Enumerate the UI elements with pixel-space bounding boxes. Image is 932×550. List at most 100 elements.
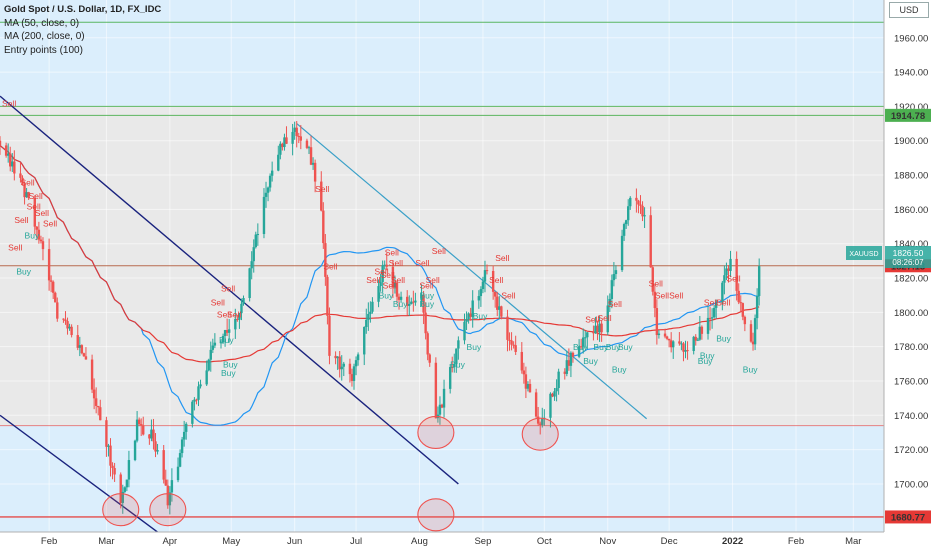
candle-body-178 (510, 340, 513, 345)
candle-body-32 (92, 389, 96, 399)
buy-signal-48: Buy (612, 364, 627, 374)
candle-body-237 (680, 343, 683, 345)
candle-body-5 (13, 161, 16, 174)
candle-body-100 (285, 137, 288, 144)
candle-body-179 (512, 344, 515, 346)
candle-body-4 (11, 161, 14, 167)
candle-body-33 (94, 398, 98, 406)
candle-body-98 (281, 143, 284, 148)
trendline-descending-trend (296, 123, 648, 420)
candle-body-25 (70, 326, 73, 336)
candle-body-241 (692, 336, 695, 352)
candle-body-158 (453, 364, 456, 368)
last-price-countdown: 08:26:07 (892, 258, 924, 267)
candle-body-168 (481, 281, 485, 290)
candle-body-50 (142, 425, 145, 435)
candle-body-21 (62, 318, 65, 320)
candle-body-144 (412, 301, 415, 303)
candle-body-257 (737, 290, 740, 303)
candle-body-229 (655, 308, 659, 336)
candle-body-263 (753, 318, 757, 345)
currency-badge[interactable]: USD (889, 2, 929, 18)
candle-body-195 (557, 371, 560, 389)
sell-signal-2: Sell (29, 191, 43, 201)
candle-body-0 (0, 140, 2, 146)
candle-body-150 (428, 354, 431, 363)
sell-signal-21: Sell (374, 267, 388, 277)
highlight-circle-3 (417, 498, 455, 532)
buy-signal-26: Buy (379, 291, 394, 301)
candle-body-72 (207, 359, 210, 371)
sell-signal-51: Sell (669, 291, 683, 301)
candle-body-212 (608, 298, 611, 306)
candle-body-262 (751, 341, 755, 345)
candle-body-216 (620, 235, 624, 271)
sell-signal-13: Sell (227, 309, 241, 319)
y-tick-1720: 1720.00 (894, 445, 928, 456)
sell-signal-25: Sell (383, 280, 397, 290)
candle-body-200 (571, 352, 575, 357)
buy-signal-9: Buy (16, 267, 31, 277)
buy-signal-15: Buy (223, 359, 238, 369)
sell-signal-49: Sell (649, 279, 663, 289)
candle-body-31 (90, 359, 94, 390)
buy-signal-27: Buy (393, 299, 408, 309)
x-tick-Oct: Oct (537, 536, 552, 547)
candle-body-247 (708, 317, 712, 319)
zone-0 (0, 0, 884, 107)
candle-body-95 (270, 170, 274, 176)
candle-body-16 (47, 249, 51, 281)
candle-body-254 (727, 268, 730, 271)
sell-signal-43: Sell (598, 313, 612, 323)
candle-body-129 (369, 311, 372, 315)
candle-body-110 (313, 162, 317, 182)
sell-signal-22: Sell (381, 270, 395, 280)
sell-signal-4: Sell (35, 208, 49, 218)
candles-layer (0, 121, 761, 515)
candle-body-118 (338, 356, 341, 370)
symbol-title: Gold Spot / U.S. Dollar, 1D, FX_IDC (4, 4, 162, 15)
y-tick-1700: 1700.00 (894, 479, 928, 490)
candle-body-47 (135, 419, 139, 441)
sell-signal-39: Sell (501, 291, 515, 301)
y-tick-1800: 1800.00 (894, 308, 928, 319)
candle-body-124 (354, 360, 358, 367)
highlight-circle-2 (417, 415, 455, 450)
candle-body-184 (526, 383, 530, 389)
candle-body-80 (227, 329, 231, 333)
ma200-line (0, 144, 760, 363)
candle-body-165 (471, 300, 474, 317)
candle-body-136 (391, 266, 395, 288)
candle-body-68 (195, 399, 198, 401)
buy-signal-53: Buy (698, 356, 713, 366)
buy-signal-58: Buy (743, 364, 758, 374)
candle-body-52 (150, 429, 153, 439)
candle-body-132 (379, 282, 382, 287)
price-label-0: 1914.78 (891, 111, 925, 122)
candle-body-78 (223, 330, 227, 336)
sell-signal-23: Sell (366, 275, 380, 285)
x-tick-Dec: Dec (661, 536, 678, 547)
candle-body-36 (105, 420, 108, 447)
buy-signal-47: Buy (618, 342, 633, 352)
candle-body-261 (749, 324, 753, 342)
candle-body-8 (23, 184, 26, 198)
candle-body-135 (385, 264, 388, 267)
candle-body-66 (191, 401, 194, 424)
candle-body-54 (154, 441, 157, 452)
legend-ma50[interactable]: MA (50, close, 0) (4, 17, 80, 29)
y-tick-1880: 1880.00 (894, 171, 928, 182)
candle-body-86 (248, 268, 251, 299)
candle-body-56 (162, 450, 165, 480)
candle-body-83 (238, 313, 241, 320)
time-axis-bg (0, 532, 932, 550)
candle-body-105 (299, 136, 303, 141)
legend-entry-points[interactable]: Entry points (100) (4, 44, 83, 56)
candle-body-131 (377, 286, 380, 302)
legend-ma200[interactable]: MA (200, close, 0) (4, 31, 85, 42)
candle-body-116 (334, 355, 337, 359)
candle-body-148 (424, 312, 427, 334)
moving-averages-layer (0, 144, 760, 426)
